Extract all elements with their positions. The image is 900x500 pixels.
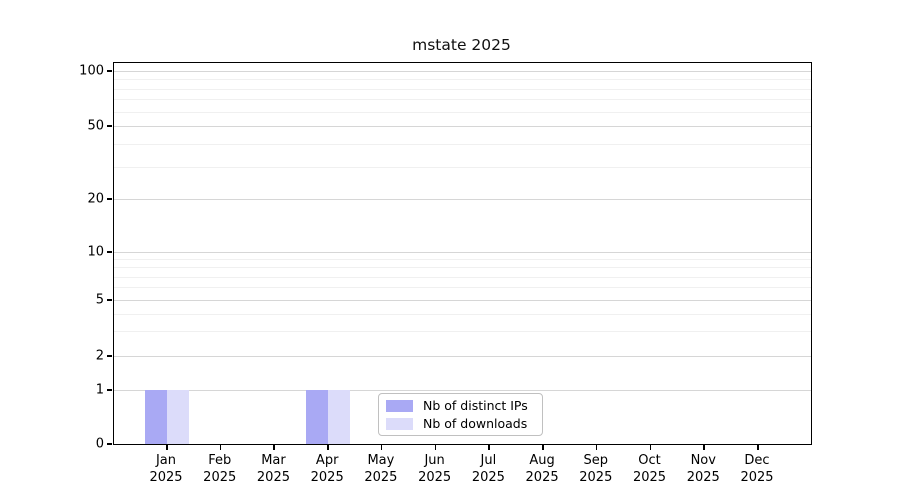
x-tick-label: Aug 2025 [525,453,559,485]
y-tick-label: 100 [79,63,104,79]
bar-nb-of-distinct-ips-apr [306,390,329,444]
x-tick-mark [166,445,168,450]
y-tick-label: 50 [87,118,104,134]
gridline-major [114,252,811,253]
bar-nb-of-downloads-apr [328,390,351,444]
legend: Nb of distinct IPs Nb of downloads [378,393,543,436]
y-tick-mark [107,125,112,127]
gridline-major [114,390,811,391]
gridline-minor [114,99,811,101]
x-tick-mark [757,445,759,450]
x-tick-mark [595,445,598,450]
x-tick-label: Nov 2025 [686,453,720,485]
y-tick-mark [107,70,112,72]
gridline-minor [114,88,811,90]
gridline-minor [114,79,811,81]
x-tick-label: Dec 2025 [740,453,774,485]
x-tick-mark [380,445,383,450]
y-tick-mark [107,355,112,357]
y-tick-mark [107,299,112,301]
x-tick-label: Feb 2025 [203,453,237,485]
gridline-major [114,300,811,301]
y-tick-label: 5 [95,292,104,308]
gridline-major [114,126,811,127]
gridline-major [114,356,811,357]
x-tick-mark [219,445,222,450]
legend-swatch-icon [386,417,413,430]
gridline-minor [114,267,811,269]
bar-nb-of-distinct-ips-jan [145,390,167,444]
x-tick-label: Oct 2025 [632,453,667,485]
gridline-minor [114,331,811,333]
x-tick-mark [488,445,490,450]
legend-swatch-icon [386,399,413,412]
gridline-minor [114,111,811,113]
x-tick-label: Sep 2025 [579,453,613,485]
x-tick-mark [273,445,275,450]
y-tick-mark [107,389,112,391]
gridline-minor [114,313,811,315]
gridline-major [114,199,811,200]
gridline-minor [114,259,811,261]
gridline-minor [114,143,811,145]
gridline-minor [114,276,811,278]
bar-nb-of-downloads-jan [167,390,189,444]
gridline-minor [114,287,811,289]
y-tick-mark [107,443,112,445]
y-tick-label: 2 [95,348,104,364]
x-tick-label: Mar 2025 [256,453,290,485]
x-tick-label: Apr 2025 [310,453,344,485]
y-tick-label: 1 [95,382,104,398]
x-tick-label: Jul 2025 [471,453,505,485]
legend-item: Nb of downloads [386,416,535,431]
x-tick-label: Jan 2025 [149,453,183,485]
legend-label: Nb of downloads [423,416,528,431]
y-tick-label: 0 [95,436,104,452]
chart-title: mstate 2025 [412,36,511,54]
x-tick-mark [703,445,705,450]
gridline-minor [114,166,811,168]
y-tick-mark [107,251,112,253]
gridline-major [114,71,811,72]
plot-area [113,62,812,445]
x-tick-mark [649,445,652,450]
y-tick-mark [107,198,112,200]
x-tick-label: Jun 2025 [418,453,452,485]
x-tick-mark [434,445,437,450]
legend-label: Nb of distinct IPs [423,398,528,413]
legend-item: Nb of distinct IPs [386,398,535,413]
x-tick-mark [542,445,544,450]
y-tick-label: 20 [87,191,104,207]
x-tick-label: May 2025 [364,453,398,485]
x-tick-mark [327,445,329,450]
y-tick-label: 10 [87,244,104,260]
